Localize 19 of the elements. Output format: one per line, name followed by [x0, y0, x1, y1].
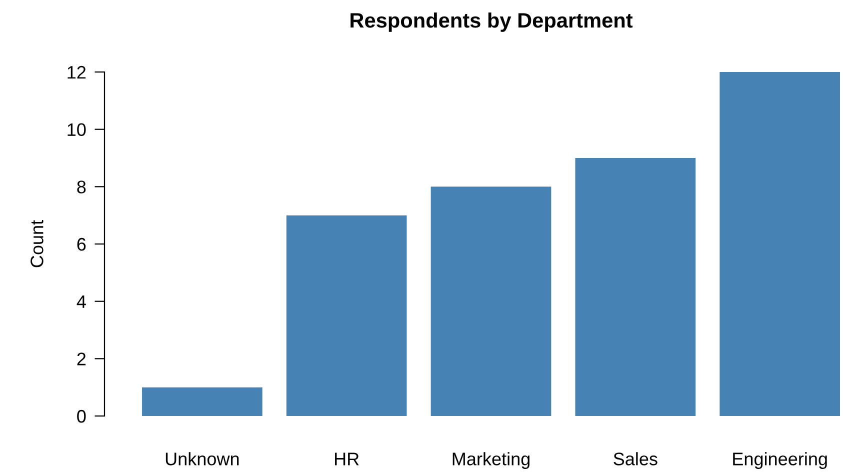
y-tick-label: 12 [68, 66, 86, 79]
y-axis-title: Count [30, 220, 44, 268]
y-tick-label: 6 [77, 238, 86, 251]
x-tick-label: Sales [614, 452, 658, 466]
bar [286, 215, 407, 416]
bar [142, 387, 262, 416]
bar [720, 72, 840, 416]
bar [575, 158, 696, 416]
y-tick-label: 0 [77, 410, 86, 423]
y-tick-label: 4 [76, 295, 86, 308]
y-tick-label: 8 [77, 180, 86, 194]
x-tick-label: Marketing [452, 452, 530, 469]
x-tick-label: Engineering [733, 452, 827, 469]
x-tick-label: Unknown [166, 452, 239, 466]
chart-title: Respondents by Department [350, 12, 633, 32]
bar [430, 186, 552, 416]
x-tick-label: HR [335, 452, 359, 466]
y-tick-label: 2 [77, 352, 86, 366]
y-tick-label: 10 [68, 123, 86, 136]
